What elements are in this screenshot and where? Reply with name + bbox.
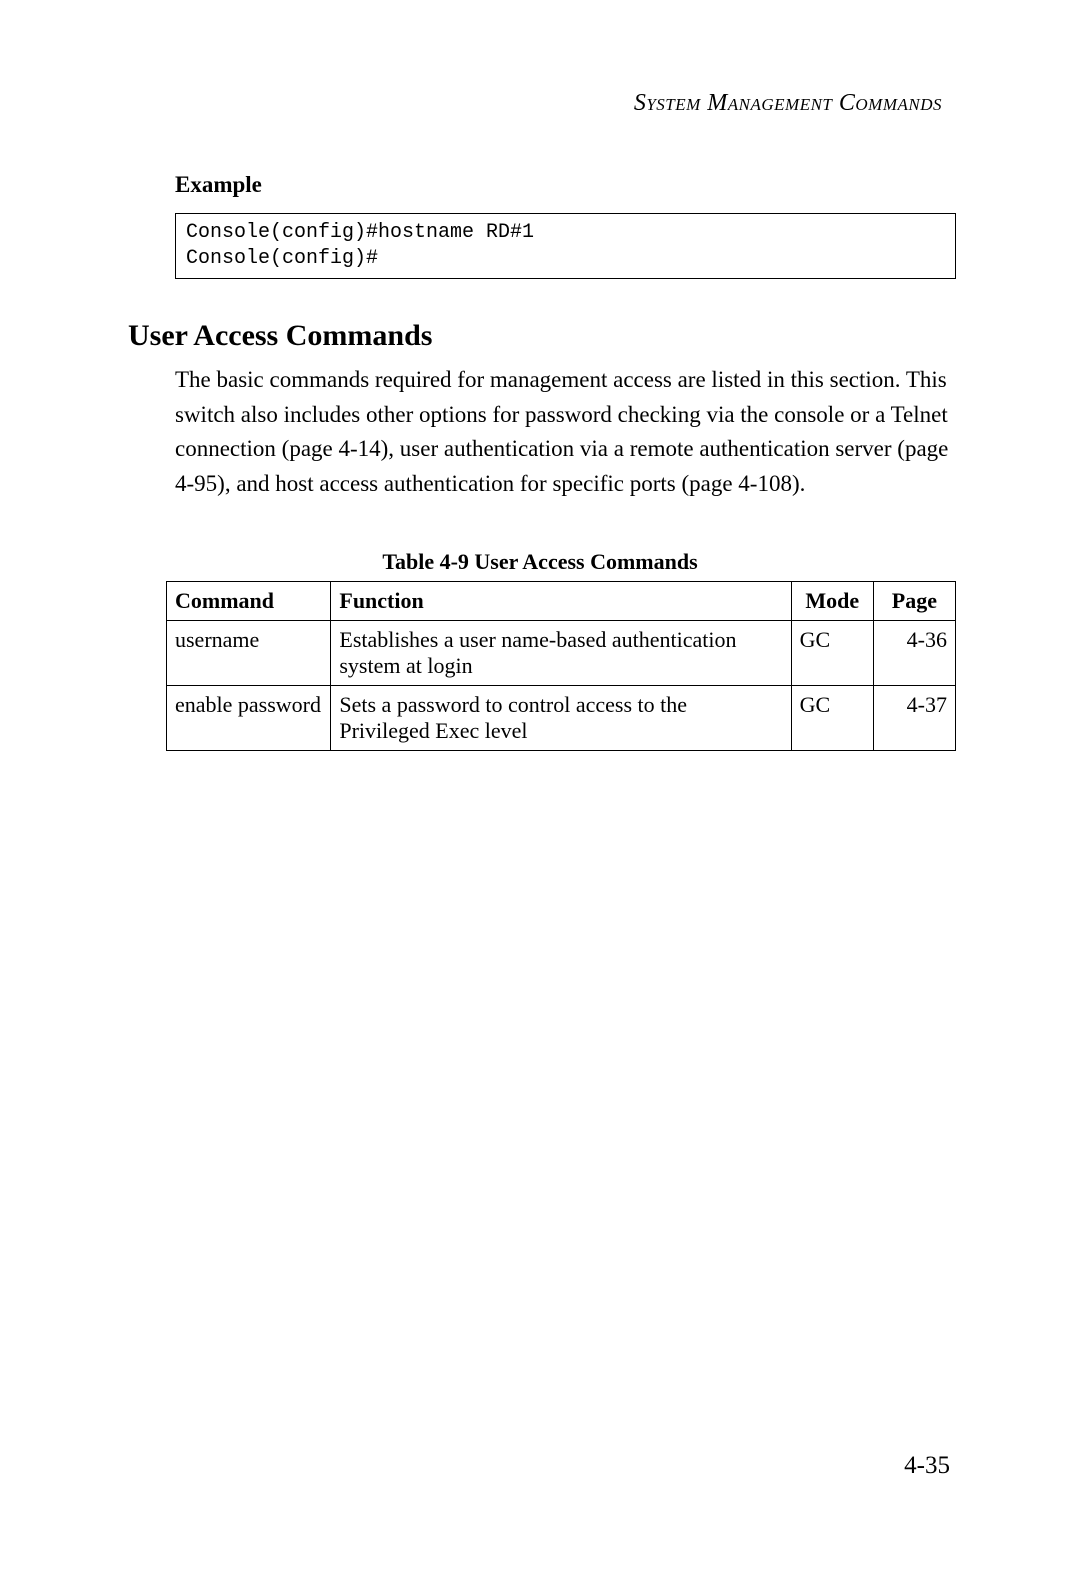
user-access-commands-table: Command Function Mode Page username Esta… (166, 581, 956, 751)
cell-function: Establishes a user name-based authentica… (331, 621, 791, 686)
cell-function: Sets a password to control access to the… (331, 686, 791, 751)
section-paragraph: The basic commands required for manageme… (175, 363, 956, 501)
table-caption: Table 4-9 User Access Commands (120, 549, 960, 575)
page-number: 4-35 (904, 1452, 950, 1480)
cell-mode: GC (791, 621, 873, 686)
cell-command: enable password (167, 686, 331, 751)
cell-mode: GC (791, 686, 873, 751)
table-header-mode: Mode (791, 582, 873, 621)
cell-command: username (167, 621, 331, 686)
example-heading: Example (175, 172, 960, 198)
cell-page: 4-37 (873, 686, 955, 751)
code-example-box: Console(config)#hostname RD#1 Console(co… (175, 213, 956, 279)
table-header-row: Command Function Mode Page (167, 582, 956, 621)
table-header-page: Page (873, 582, 955, 621)
cell-page: 4-36 (873, 621, 955, 686)
section-heading: User Access Commands (128, 319, 960, 353)
table-row: username Establishes a user name-based a… (167, 621, 956, 686)
table-row: enable password Sets a password to contr… (167, 686, 956, 751)
page-header: System Management Commands (120, 90, 942, 117)
table-header-command: Command (167, 582, 331, 621)
table-header-function: Function (331, 582, 791, 621)
document-page: System Management Commands Example Conso… (0, 0, 1080, 1570)
